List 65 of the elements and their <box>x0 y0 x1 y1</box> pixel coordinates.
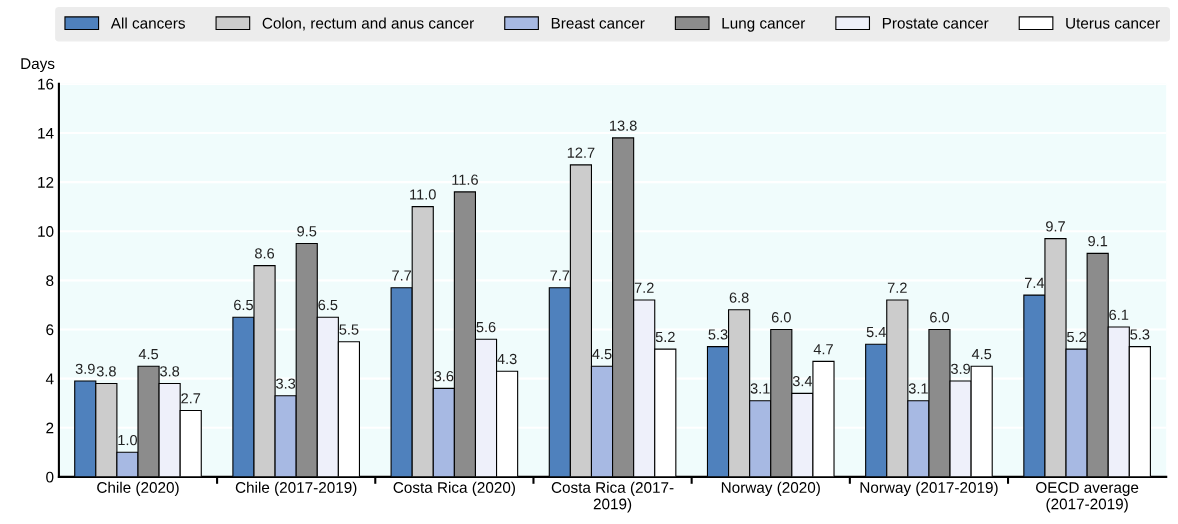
y-tick-label: 2 <box>46 422 54 434</box>
x-tick-label: Costa Rica (2017- 2019) <box>551 481 674 513</box>
data-label: 7.7 <box>392 270 412 281</box>
data-label: 5.4 <box>866 326 886 338</box>
data-label: 11.0 <box>410 189 436 200</box>
data-label: 6.1 <box>1109 309 1129 320</box>
data-label: 11.6 <box>452 174 478 185</box>
data-label: 3.1 <box>750 383 770 394</box>
data-label: 2.7 <box>181 393 201 404</box>
data-label: 6.5 <box>318 299 338 311</box>
data-label: 6.8 <box>729 292 749 303</box>
data-label: 6.0 <box>771 312 791 323</box>
x-tick-label: Costa Rica (2020) <box>393 481 515 496</box>
data-label: 9.7 <box>1046 221 1065 232</box>
y-tick-label: 8 <box>46 275 54 287</box>
legend-label: Lung cancer <box>722 17 806 32</box>
data-label: 8.6 <box>255 248 275 259</box>
data-label: 7.7 <box>550 270 570 281</box>
data-label: 7.4 <box>1025 277 1045 288</box>
data-label: 9.5 <box>297 226 317 237</box>
x-tick-label: Chile (2020) <box>97 481 179 496</box>
y-tick-label: 6 <box>46 324 54 336</box>
data-label: 1.0 <box>118 434 138 446</box>
data-label: 5.3 <box>1130 329 1150 340</box>
data-label: 12.7 <box>567 147 595 158</box>
data-label: 3.9 <box>75 363 95 374</box>
data-label: 4.3 <box>497 353 517 365</box>
data-label: 5.2 <box>1067 331 1086 343</box>
y-tick-label: 12 <box>38 176 54 188</box>
data-label: 3.3 <box>276 378 296 389</box>
data-label: 5.3 <box>708 329 728 340</box>
y-tick-label: 16 <box>38 78 54 90</box>
x-tick-label: Chile (2017-2019) <box>235 481 357 496</box>
data-label: 4.7 <box>813 344 833 355</box>
data-label: 4.5 <box>138 349 159 360</box>
data-label: 3.4 <box>792 375 813 387</box>
legend-label: All cancers <box>110 17 185 29</box>
data-label: 7.2 <box>634 282 654 293</box>
data-label: 3.1 <box>908 383 928 394</box>
data-label: 3.8 <box>160 366 180 377</box>
y-axis-title: Days <box>21 58 55 73</box>
legend-label: Uterus cancer <box>1066 17 1160 29</box>
data-label: 9.1 <box>1088 235 1108 247</box>
legend-label: Colon, rectum and anus cancer <box>262 17 474 31</box>
data-label: 7.2 <box>887 282 907 293</box>
data-label: 4.5 <box>971 349 992 360</box>
data-label: 5.2 <box>655 331 675 343</box>
data-label: 4.5 <box>592 349 612 360</box>
data-label: 6.5 <box>234 299 253 311</box>
y-tick-label: 10 <box>38 226 54 237</box>
x-tick-label: Norway (2017-2019) <box>860 481 998 496</box>
x-tick-label: Norway (2020) <box>721 481 820 496</box>
data-label: 6.0 <box>930 312 950 323</box>
data-label: 3.8 <box>96 366 116 377</box>
legend-label: Breast cancer <box>551 17 645 29</box>
x-tick-label: OECD average (2017-2019) <box>1036 482 1139 513</box>
legend-label: Prostate cancer <box>882 17 989 29</box>
data-label: 13.8 <box>610 120 637 131</box>
data-label: 3.9 <box>951 363 971 374</box>
data-label: 5.6 <box>476 321 496 333</box>
y-tick-label: 0 <box>46 471 54 483</box>
y-tick-label: 4 <box>45 373 54 385</box>
y-tick-label: 14 <box>38 127 54 139</box>
data-label: 5.5 <box>339 324 359 335</box>
data-label: 3.6 <box>434 371 454 382</box>
